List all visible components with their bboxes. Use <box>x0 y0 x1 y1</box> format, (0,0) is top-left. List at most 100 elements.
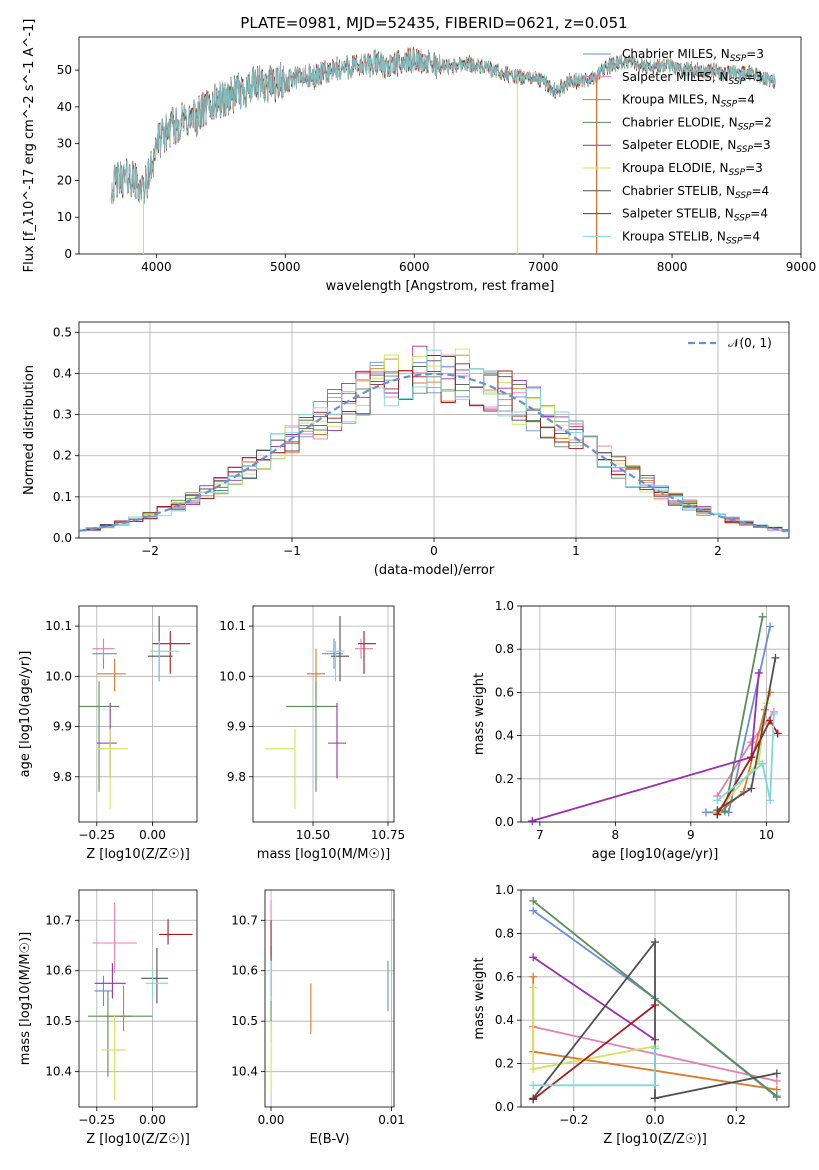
weight-marker <box>747 738 756 747</box>
weight-marker <box>766 796 775 805</box>
histograms <box>79 345 789 533</box>
legend-label: Salpeter STELIB, NSSP=4 <box>622 207 768 224</box>
y-tick-label: 0.1 <box>53 490 72 504</box>
x-tick-label: 0.0 <box>645 1113 664 1127</box>
weight-marker <box>701 808 710 817</box>
y-tick-label: 10.0 <box>45 669 72 683</box>
y-tick-label: 30 <box>57 137 72 151</box>
x-axis-label: wavelength [Angstrom, rest frame] <box>326 279 555 294</box>
weight-marker <box>747 753 756 762</box>
figure-title: PLATE=0981, MJD=52435, FIBERID=0621, z=0… <box>240 14 627 32</box>
x-tick-label: 10.75 <box>371 828 405 842</box>
weight-marker <box>720 807 729 816</box>
y-tick-label: 10.5 <box>45 1014 72 1028</box>
legend-label: Salpeter MILES, NSSP=3 <box>622 70 763 87</box>
errorbars <box>87 902 193 1101</box>
weight-line <box>716 713 775 802</box>
weight-marker <box>529 953 538 962</box>
weight-marker <box>747 784 756 793</box>
x-tick-label: 0.2 <box>727 1113 746 1127</box>
weight-marker <box>528 816 537 825</box>
weight-marker <box>529 1065 538 1074</box>
y-tick-label: 1.0 <box>495 883 514 897</box>
legend-label: Chabrier ELODIE, NSSP=2 <box>622 115 772 132</box>
axes-frame <box>78 36 802 255</box>
y-tick-label: 0.4 <box>495 729 514 743</box>
x-tick-label: 4000 <box>141 260 172 274</box>
weight-vs-age-panel: 7 8 9 10 0.0 0.2 0.4 0.6 0.8 1.0 age [log10(age/yr… <box>472 599 790 862</box>
x-tick-label: 9000 <box>786 260 817 274</box>
x-tick-label: 1 <box>572 544 580 558</box>
weight-marker <box>724 808 733 817</box>
legend-label: Kroupa ELODIE, NSSP=3 <box>622 161 763 178</box>
weight-marker <box>758 612 767 621</box>
y-tick-label: 10.4 <box>45 1065 72 1079</box>
weight-marker <box>651 1044 659 1053</box>
y-tick-label: 10.4 <box>231 1065 258 1079</box>
axes-frame <box>252 605 395 823</box>
x-axis-label: Z [log10(Z/Z☉)] <box>603 1132 707 1147</box>
weight-marker <box>754 668 763 677</box>
spectrum-line <box>110 49 776 205</box>
y-tick-label: 1.0 <box>495 599 514 613</box>
weight-marker <box>529 983 538 992</box>
axes-frame <box>520 605 790 823</box>
weight-line <box>723 616 764 812</box>
spectrum-panel: 4000 5000 6000 7000 8000 9000 0 10 20 30 40 50 wavel… <box>22 19 816 294</box>
y-tick-label: 0.8 <box>495 926 514 940</box>
weight-line <box>532 939 777 1100</box>
y-tick-label: 10.5 <box>231 1014 258 1028</box>
y-tick-label: 0.2 <box>495 1057 514 1071</box>
weight-marker <box>772 1076 781 1085</box>
weight-marker <box>651 1081 659 1090</box>
weight-marker <box>529 972 538 981</box>
age-vs-metallicity-panel: −0.25 0.00 9.8 9.9 10.0 10.1 Z [log10(Z/Z☉)] ag… <box>18 605 198 862</box>
weight-marker <box>651 1094 659 1103</box>
x-tick-label: 7 <box>536 828 544 842</box>
age-vs-mass-panel: 10.50 10.75 9.8 9.9 10.0 10.1 mass [log10(M/M☉… <box>219 605 405 862</box>
weight-marker <box>766 622 775 631</box>
x-axis-label: Z [log10(Z/Z☉)] <box>86 847 190 862</box>
weight-marker <box>771 653 780 662</box>
axes-frame <box>78 605 198 823</box>
y-axis-label: mass weight <box>472 673 487 755</box>
y-tick-label: 9.8 <box>227 770 246 784</box>
y-tick-label: 0.0 <box>495 815 514 829</box>
x-tick-label: 5000 <box>270 260 301 274</box>
y-tick-label: 10.0 <box>219 669 246 683</box>
weight-marker <box>713 810 722 819</box>
x-tick-label: 0.00 <box>258 1113 285 1127</box>
axes-frame <box>264 889 395 1108</box>
axes-frame <box>78 321 790 539</box>
y-axis-label: age [log10(age/yr)] <box>18 651 33 778</box>
x-tick-label: 0.00 <box>139 1113 166 1127</box>
x-tick-label: 0.01 <box>378 1113 405 1127</box>
x-tick-label: −0.25 <box>78 1113 115 1127</box>
y-tick-label: 10.1 <box>219 619 246 633</box>
y-tick-label: 10.7 <box>231 913 258 927</box>
y-axis-label: mass weight <box>472 957 487 1039</box>
y-tick-label: 10.6 <box>45 964 72 978</box>
y-tick-label: 0 <box>64 247 72 261</box>
residuals-panel: −2 −1 0 1 2 0.0 0.1 0.2 0.3 0.4 0.5 (data-model)/er… <box>22 321 790 578</box>
x-axis-label: mass [log10(M/M☉)] <box>257 847 390 862</box>
x-tick-label: −2 <box>141 544 159 558</box>
weight-marker <box>713 796 722 805</box>
weight-lines <box>528 612 782 825</box>
legend-label: Salpeter ELODIE, NSSP=3 <box>622 138 771 155</box>
y-tick-label: 0.4 <box>53 366 72 380</box>
x-axis-label: Z [log10(Z/Z☉)] <box>86 1132 190 1147</box>
x-axis-label: age [log10(age/yr)] <box>592 847 719 862</box>
y-tick-label: 10 <box>57 210 72 224</box>
y-tick-label: 20 <box>57 173 72 187</box>
weight-marker <box>651 938 659 947</box>
x-tick-label: 10 <box>759 828 774 842</box>
x-axis-label: (data-model)/error <box>374 563 495 578</box>
x-tick-label: 2 <box>714 544 722 558</box>
y-axis-label: mass [log10(M/M☉)] <box>18 932 33 1065</box>
y-tick-label: 10.1 <box>45 619 72 633</box>
y-tick-label: 9.9 <box>227 720 246 734</box>
y-tick-label: 0.6 <box>495 685 514 699</box>
